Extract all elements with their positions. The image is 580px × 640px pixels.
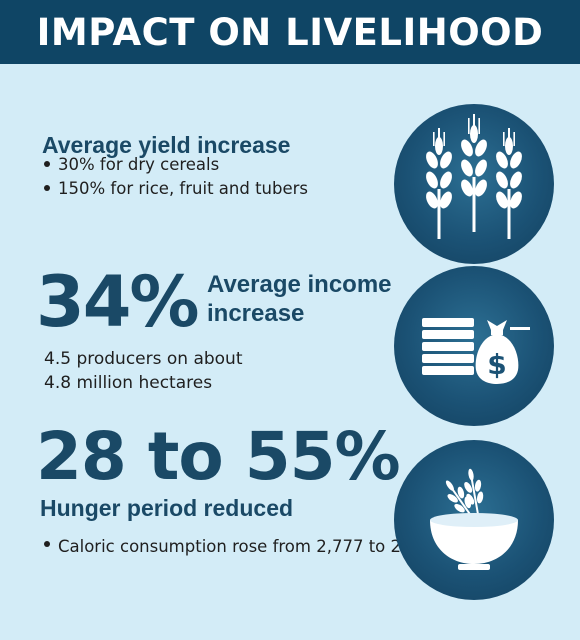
income-title-line: increase (207, 300, 305, 327)
income-title-line: Average income (207, 271, 392, 298)
income-description: 4.5 producers on about 4.8 million hecta… (44, 347, 243, 395)
grain-bowl-icon (394, 440, 554, 600)
list-item: 30% for dry cereals (42, 153, 308, 177)
list-item: Caloric consumption rose from 2,777 to 2… (42, 533, 485, 560)
yield-bullet-list: 30% for dry cereals 150% for rice, fruit… (42, 153, 308, 201)
income-stat: 34% (36, 261, 200, 343)
hunger-stat: 28 to 55% (36, 418, 401, 495)
income-desc-line: 4.8 million hectares (44, 373, 213, 393)
header-banner: IMPACT ON LIVELIHOOD (0, 0, 580, 64)
list-item: 150% for rice, fruit and tubers (42, 177, 308, 201)
page-title: IMPACT ON LIVELIHOOD (36, 10, 544, 54)
income-desc-line: 4.5 producers on about (44, 349, 243, 369)
income-title: Average income increase (207, 270, 392, 328)
hunger-bullet-list: Caloric consumption rose from 2,777 to 2… (42, 533, 485, 560)
money-bag-icon: $ (394, 266, 554, 426)
svg-text:$: $ (487, 348, 506, 381)
hunger-title: Hunger period reduced (40, 495, 294, 521)
yield-title: Average yield increase (42, 132, 291, 158)
wheat-icon (394, 104, 554, 264)
